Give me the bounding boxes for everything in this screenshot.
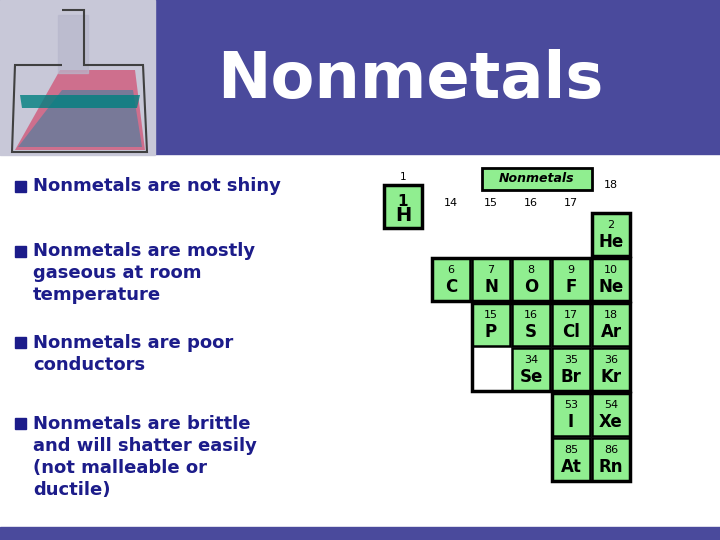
- Text: Nonmetals are not shiny: Nonmetals are not shiny: [33, 177, 281, 195]
- Polygon shape: [15, 70, 145, 150]
- Text: 53: 53: [564, 400, 578, 410]
- Text: 86: 86: [604, 445, 618, 455]
- Bar: [592, 213, 630, 256]
- Bar: [15, 418, 26, 429]
- Bar: [592, 348, 630, 391]
- Bar: [592, 213, 630, 256]
- Text: I: I: [568, 413, 574, 431]
- Bar: [592, 393, 630, 436]
- Text: Nonmetals are brittle: Nonmetals are brittle: [33, 415, 251, 433]
- Text: Br: Br: [561, 368, 582, 386]
- Text: 10: 10: [604, 265, 618, 275]
- Bar: [15, 246, 26, 256]
- Text: 34: 34: [524, 355, 538, 365]
- Text: temperature: temperature: [33, 286, 161, 304]
- Bar: [552, 303, 590, 346]
- Text: 35: 35: [564, 355, 578, 365]
- Text: At: At: [561, 458, 582, 476]
- Text: (not malleable or: (not malleable or: [33, 459, 207, 477]
- Text: 17: 17: [564, 310, 578, 320]
- Bar: [592, 438, 630, 481]
- Bar: [552, 348, 590, 391]
- Bar: [0, 526, 720, 540]
- Polygon shape: [20, 95, 140, 108]
- Bar: [592, 258, 630, 301]
- Text: He: He: [598, 233, 624, 251]
- Polygon shape: [18, 90, 142, 147]
- Text: 15: 15: [484, 198, 498, 208]
- Text: O: O: [524, 278, 538, 296]
- Text: gaseous at room: gaseous at room: [33, 264, 202, 282]
- Bar: [552, 393, 590, 436]
- Text: S: S: [525, 323, 537, 341]
- Text: 1: 1: [400, 172, 406, 182]
- Text: 1: 1: [397, 194, 408, 209]
- Bar: [512, 303, 550, 346]
- Text: 2: 2: [608, 220, 615, 230]
- Text: 6: 6: [448, 265, 454, 275]
- Bar: [0, 0, 155, 155]
- Text: Rn: Rn: [599, 458, 624, 476]
- Text: H: H: [395, 206, 411, 226]
- Text: Ar: Ar: [600, 323, 621, 341]
- Text: 18: 18: [604, 180, 618, 190]
- Text: 15: 15: [484, 310, 498, 320]
- Text: Xe: Xe: [599, 413, 623, 431]
- Bar: [15, 181, 26, 192]
- Text: 8: 8: [528, 265, 534, 275]
- Text: Nonmetals: Nonmetals: [217, 49, 603, 111]
- Text: Nonmetals are mostly: Nonmetals are mostly: [33, 242, 255, 260]
- Text: 54: 54: [604, 400, 618, 410]
- Text: Kr: Kr: [600, 368, 621, 386]
- Bar: [592, 303, 630, 346]
- Text: 7: 7: [487, 265, 495, 275]
- Bar: [472, 303, 510, 346]
- Bar: [58, 15, 88, 73]
- Text: P: P: [485, 323, 497, 341]
- Bar: [512, 348, 550, 391]
- Text: 17: 17: [564, 198, 578, 208]
- Text: N: N: [484, 278, 498, 296]
- Text: 14: 14: [444, 198, 458, 208]
- Text: 16: 16: [524, 198, 538, 208]
- Text: Cl: Cl: [562, 323, 580, 341]
- Bar: [15, 338, 26, 348]
- Bar: [384, 185, 422, 228]
- Text: 18: 18: [604, 310, 618, 320]
- Text: Nonmetals are poor: Nonmetals are poor: [33, 334, 233, 352]
- FancyBboxPatch shape: [482, 168, 592, 190]
- Text: C: C: [445, 278, 457, 296]
- Text: conductors: conductors: [33, 356, 145, 374]
- Bar: [512, 258, 550, 301]
- Text: 16: 16: [524, 310, 538, 320]
- Bar: [552, 393, 630, 481]
- Text: Se: Se: [519, 368, 543, 386]
- Bar: [552, 438, 590, 481]
- Bar: [0, 0, 720, 154]
- Text: 9: 9: [567, 265, 575, 275]
- Bar: [472, 258, 510, 301]
- Text: Nonmetals: Nonmetals: [499, 172, 575, 186]
- Bar: [552, 258, 590, 301]
- Bar: [472, 303, 630, 391]
- Bar: [432, 258, 630, 301]
- Text: ductile): ductile): [33, 481, 110, 499]
- Bar: [432, 258, 470, 301]
- Text: 85: 85: [564, 445, 578, 455]
- Text: 36: 36: [604, 355, 618, 365]
- Text: F: F: [565, 278, 577, 296]
- Text: and will shatter easily: and will shatter easily: [33, 437, 257, 455]
- Text: Ne: Ne: [598, 278, 624, 296]
